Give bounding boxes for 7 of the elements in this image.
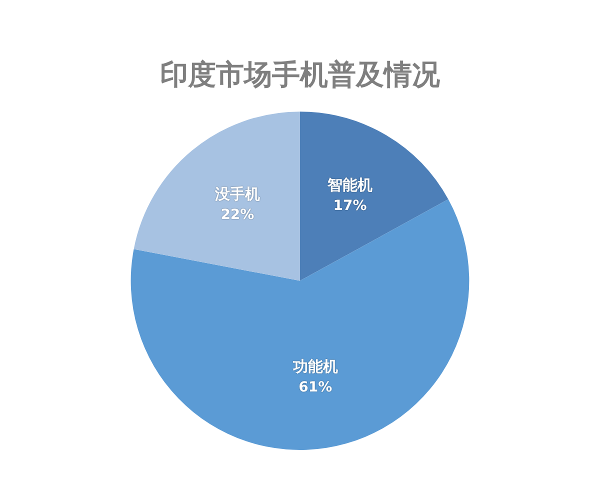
data-label: 22% bbox=[220, 206, 254, 223]
slice-label: 没手机 bbox=[214, 185, 260, 204]
slice-label: 智能机 bbox=[326, 176, 372, 194]
slice-label: 功能机 bbox=[292, 358, 338, 376]
chart-title: 印度市场手机普及情况 bbox=[160, 58, 441, 92]
data-label: 61% bbox=[298, 379, 332, 396]
data-label: 17% bbox=[333, 198, 367, 214]
